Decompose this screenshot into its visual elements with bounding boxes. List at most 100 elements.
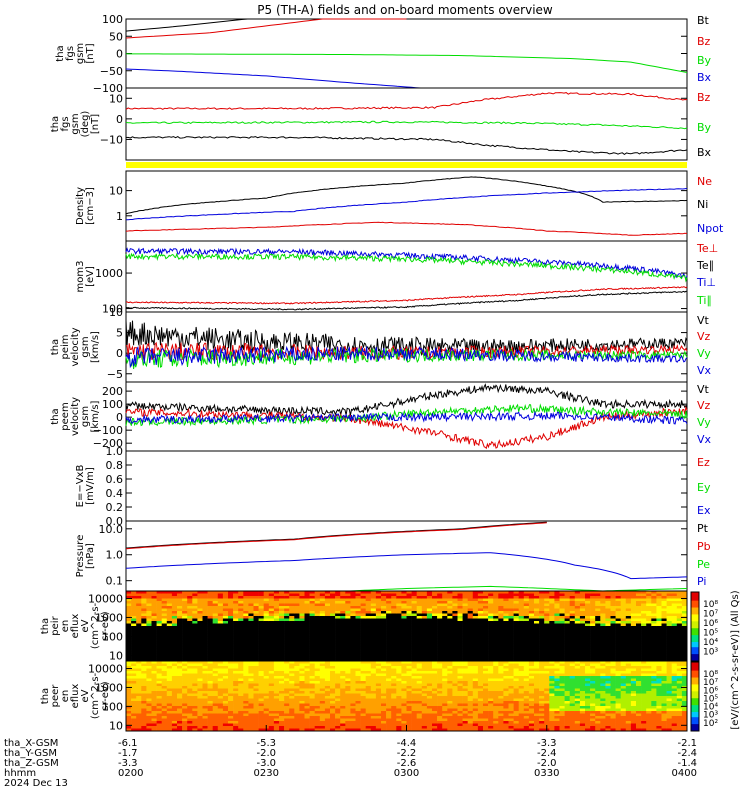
ylabel-line: [nT] [85,43,96,63]
legend-black: Vt [697,314,710,327]
ytick-label: 0.8 [106,459,124,472]
legend-blue: Npot [697,222,724,235]
series-line-blue [126,69,491,88]
legend-red: Bz [697,91,711,104]
legend-red: Bz [697,35,711,48]
ytick-label: 0.2 [106,501,124,514]
legend-red: Vz [697,330,711,343]
series-line-red [126,19,407,38]
legend-green: Pe [697,558,710,571]
ytick-label: 10 [109,649,123,662]
series-line-black [126,137,687,155]
legend-red: Te⊥ [696,242,718,255]
legend-blue: Pi [697,575,706,588]
colorbar-tick: 10⁵ [703,629,718,639]
ylabel-line: [cm−3] [85,187,96,225]
ylabel-line: [mV/m] [85,467,96,505]
legend-green: Vy [697,347,711,360]
series-line-red [126,93,687,110]
series-line-green [126,54,687,73]
series-line-black [126,19,379,31]
ylabel-line: [nT] [90,114,101,134]
ytick-label: −10 [100,133,123,146]
legend-black: Pt [697,522,709,535]
xtick-label: 0230 [254,768,279,779]
ytick-label: 10.0 [99,523,124,536]
legend-green: By [697,54,712,67]
colorbar-tick: 10⁸ [703,600,718,610]
xaxis-row-label: 2024 Dec 13 [4,778,68,789]
colorbar-tick: 10² [703,719,718,729]
legend-blue: Ex [697,504,711,517]
legend-black: Bt [697,14,710,27]
series-line-green [126,586,687,591]
xtick-label: 0400 [672,768,697,779]
legend-blue: Vx [697,433,712,446]
series-line-red [126,222,687,235]
series-line-green [126,254,687,281]
legend-blue: Vx [697,364,712,377]
ytick-label: 50 [109,30,123,43]
series-line-blue [126,188,687,219]
ytick-label: 200 [102,385,123,398]
legend-blue: Ti⊥ [696,276,716,289]
ytick-label: 1 [116,210,123,223]
xtick-label: 0330 [534,768,559,779]
ytick-label: 10 [109,306,123,319]
colorbar-tick: 10³ [703,648,718,658]
ytick-label: −50 [100,65,123,78]
ytick-label: 0 [116,48,123,61]
series-line-green [126,121,687,128]
legend-green: Ti∥ [696,294,712,307]
ytick-label: 10 [109,719,123,732]
status-bar [126,162,687,168]
ytick-label: 0 [116,411,123,424]
series-line-blue [126,249,687,279]
legend-green: Vy [697,416,711,429]
ytick-label: 5 [116,327,123,340]
series-line-red [126,408,687,449]
ylabel-line: [km/s] [90,400,101,432]
ytick-label: 0.4 [106,487,124,500]
ytick-label: 1.0 [106,445,124,458]
legend-blue: Bx [697,71,712,84]
legend-red: Ne [697,175,712,188]
ylabel-line: [eV] [85,266,96,287]
series-line-black [126,177,687,214]
ytick-label: 0 [116,347,123,360]
ylabel-line: sr-eV) [100,611,111,640]
legend-red: Ez [697,456,710,469]
colorbar-tick: 10⁶ [703,619,718,629]
ytick-label: −5 [107,368,123,381]
ylabel-line: [km/s] [90,331,101,363]
xtick-label: 0300 [394,768,419,779]
legend-black: Bx [697,146,712,159]
series-line-red [126,287,687,304]
ytick-label: 10 [109,185,123,198]
ylabel-line: sr-eV) [100,681,111,710]
legend-black: Te∥ [696,259,714,272]
legend-black: Vt [697,383,710,396]
legend-black: Ni [697,198,708,211]
colorbar-label: [eV/(cm^2-s-sr-eV)] (All Qs) [730,590,741,729]
plot-title: P5 (TH-A) fields and on-board moments ov… [257,3,553,17]
ytick-label: 10 [109,92,123,105]
ytick-label: 0.1 [106,575,124,588]
ytick-label: 1000 [95,267,123,280]
ytick-label: 100 [102,13,123,26]
ytick-label: 100 [102,398,123,411]
colorbar-tick: 10⁴ [703,638,718,648]
legend-red: Pb [697,540,711,553]
legend-red: Vz [697,399,711,412]
